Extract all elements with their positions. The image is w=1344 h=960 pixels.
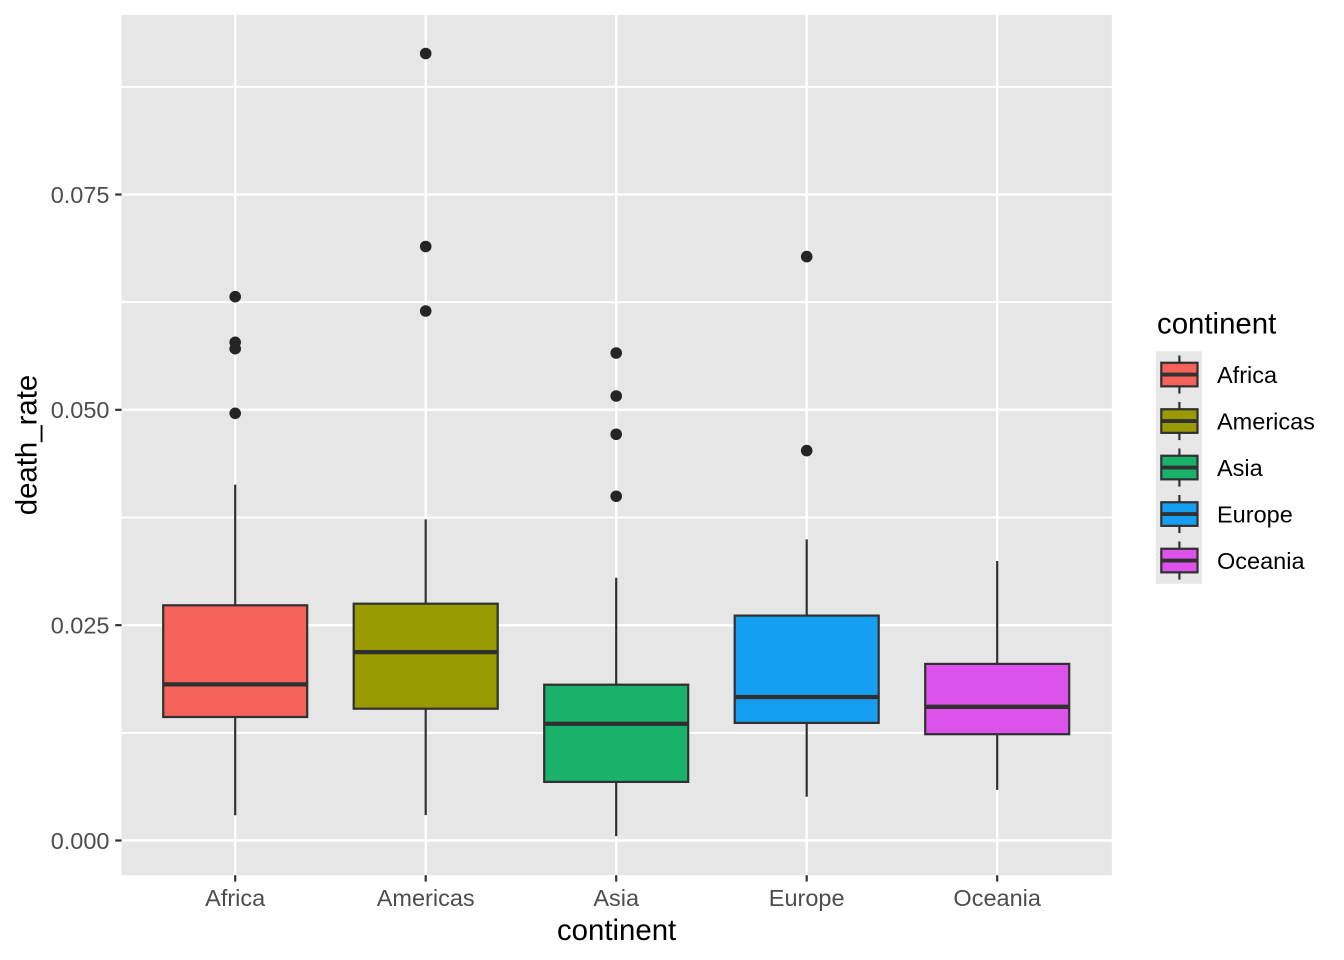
svg-text:Oceania: Oceania xyxy=(953,885,1041,911)
svg-text:continent: continent xyxy=(557,914,676,947)
svg-text:0.025: 0.025 xyxy=(51,613,110,639)
svg-text:Oceania: Oceania xyxy=(1217,548,1305,574)
svg-text:Europe: Europe xyxy=(1217,502,1293,528)
svg-text:death_rate: death_rate xyxy=(10,375,43,516)
svg-text:0.050: 0.050 xyxy=(51,397,110,423)
svg-text:Asia: Asia xyxy=(1217,455,1264,481)
svg-text:Africa: Africa xyxy=(1217,362,1278,388)
svg-text:Americas: Americas xyxy=(1217,409,1315,435)
svg-text:Americas: Americas xyxy=(377,885,475,911)
svg-text:Africa: Africa xyxy=(205,885,266,911)
svg-text:continent: continent xyxy=(1157,308,1276,341)
svg-text:Europe: Europe xyxy=(769,885,845,911)
svg-text:0.075: 0.075 xyxy=(51,182,110,208)
svg-text:Asia: Asia xyxy=(593,885,640,911)
svg-text:0.000: 0.000 xyxy=(51,828,110,854)
